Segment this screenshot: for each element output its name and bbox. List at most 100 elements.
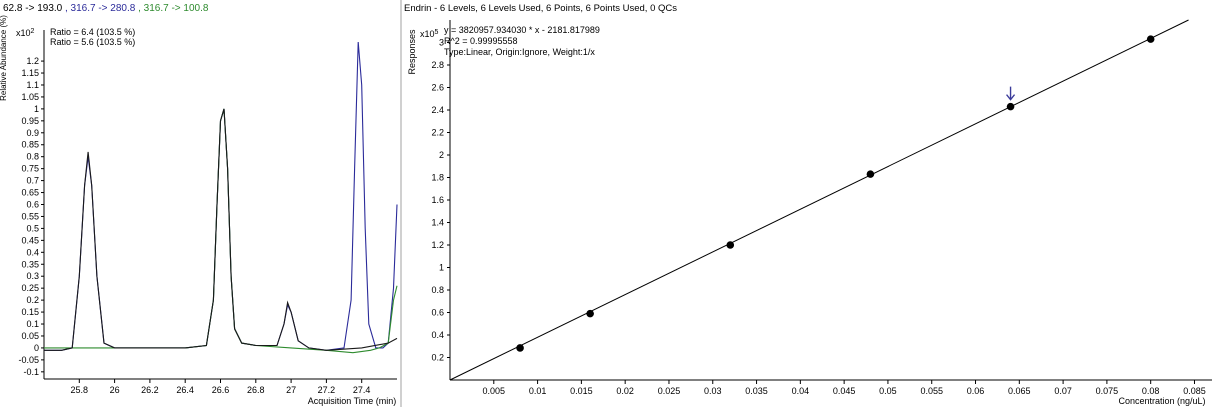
y-tick-label: 2.2 bbox=[431, 128, 444, 138]
calibration-point-6 bbox=[1146, 35, 1155, 43]
calibration-point-3 bbox=[726, 241, 735, 249]
calibration-title: Endrin - 6 Levels, 6 Levels Used, 6 Poin… bbox=[404, 3, 677, 14]
ratio-label-2: Ratio = 5.6 (103.5 %) bbox=[50, 37, 135, 47]
y-tick-label: 0.65 bbox=[21, 188, 39, 198]
y-tick-label: 2 bbox=[439, 150, 444, 160]
x-tick-label: 0.035 bbox=[745, 386, 768, 396]
y-tick-label: 0.85 bbox=[21, 140, 39, 150]
y-tick-label: 1.15 bbox=[21, 68, 39, 78]
y-tick-label: 0.4 bbox=[26, 247, 39, 257]
y-tick-label: 1.05 bbox=[21, 92, 39, 102]
x-tick-label: 0.08 bbox=[1142, 386, 1160, 396]
x-tick-label: 0.02 bbox=[616, 386, 634, 396]
x-tick-label: 0.055 bbox=[920, 386, 943, 396]
fit-line bbox=[449, 19, 1189, 381]
y-tick-label: 0.8 bbox=[431, 285, 444, 295]
calibration-chart: Endrin - 6 Levels, 6 Levels Used, 6 Poin… bbox=[404, 3, 1212, 406]
regression-equation: y = 3820957.934030 * x - 2181.817989 bbox=[444, 25, 600, 35]
chromatogram-traces bbox=[44, 41, 398, 354]
y-tick-label: 3 bbox=[439, 38, 444, 48]
chromatogram-axes: -0.1 -0.05 0 0.05 0.1 0.15 0.2 0.25 0.3 0.35 0.4 0.… bbox=[18, 30, 397, 395]
x-tick-label: 26.2 bbox=[141, 385, 159, 395]
r-squared: R^2 = 0.99995558 bbox=[444, 36, 518, 46]
y-tick-label: 0 bbox=[34, 343, 39, 353]
chromatogram-panel: 62.8 -> 193.0 , 316.7 -> 280.8 , 316.7 -… bbox=[0, 0, 400, 407]
x-tick-label: 26.4 bbox=[176, 385, 194, 395]
y-tick-label: 1.2 bbox=[431, 240, 444, 250]
x-tick-label: 0.03 bbox=[704, 386, 722, 396]
chromatogram-header: 62.8 -> 193.0 , 316.7 -> 280.8 , 316.7 -… bbox=[3, 3, 209, 14]
y-tick-label: 0.2 bbox=[431, 353, 444, 363]
y-tick-label: 0.6 bbox=[26, 200, 39, 210]
y-tick-label: 0.45 bbox=[21, 235, 39, 245]
y-tick-label: 0.35 bbox=[21, 259, 39, 269]
x-tick-label: 27.2 bbox=[318, 385, 336, 395]
y-tick-label: 0.15 bbox=[21, 307, 39, 317]
x-tick-label: 0.005 bbox=[483, 386, 506, 396]
calibration-point-2 bbox=[586, 309, 594, 318]
x-tick-label: 26.8 bbox=[247, 385, 265, 395]
y-tick-label: 2.8 bbox=[431, 60, 444, 70]
trace-3 bbox=[44, 108, 398, 351]
y-tick-label: 1 bbox=[34, 104, 39, 114]
y-tick-label: 1.2 bbox=[26, 56, 39, 66]
panel-splitter[interactable] bbox=[400, 0, 402, 407]
y-tick-label: 2.4 bbox=[431, 105, 444, 115]
x-tick-label: 0.04 bbox=[792, 386, 810, 396]
y-tick-label: 1.1 bbox=[26, 80, 39, 90]
y-tick-label: 0.55 bbox=[21, 211, 39, 221]
y-tick-label: 0.75 bbox=[21, 164, 39, 174]
y-tick-label: 2.6 bbox=[431, 83, 444, 93]
ratio-label-1: Ratio = 6.4 (103.5 %) bbox=[50, 27, 135, 37]
trace-1 bbox=[44, 41, 398, 351]
y-tick-label: 0.3 bbox=[26, 271, 39, 281]
x-tick-label: 0.05 bbox=[879, 386, 897, 396]
x-tick-label: 26 bbox=[110, 385, 120, 395]
y-tick-label: 1.6 bbox=[431, 195, 444, 205]
header-transition-1: 62.8 -> 193.0 bbox=[3, 3, 63, 14]
calibration-points bbox=[516, 35, 1155, 352]
header-transition-3: , 316.7 -> 100.8 bbox=[135, 3, 209, 14]
y-tick-label: 1.4 bbox=[431, 218, 444, 228]
x-tick-label: 27 bbox=[286, 385, 296, 395]
y-tick-label: 1 bbox=[439, 263, 444, 273]
x-tick-label: 25.8 bbox=[71, 385, 89, 395]
y-multiplier: x102 bbox=[16, 28, 35, 38]
trace-2 bbox=[44, 108, 398, 354]
y-tick-label: 0.8 bbox=[26, 152, 39, 162]
x-axis-label: Concentration (ng/uL) bbox=[1118, 396, 1205, 406]
y-multiplier: x105 bbox=[420, 29, 439, 39]
y-tick-label: 0.1 bbox=[26, 319, 39, 329]
y-tick-label: 0.5 bbox=[26, 223, 39, 233]
calibration-point-5 bbox=[1006, 102, 1015, 111]
y-tick-label: 0.6 bbox=[431, 308, 444, 318]
x-tick-label: 0.01 bbox=[529, 386, 547, 396]
y-tick-label: 0.25 bbox=[21, 283, 39, 293]
y-tick-label: 1.8 bbox=[431, 173, 444, 183]
y-axis-label: Relative Abundance (%) bbox=[0, 15, 8, 101]
x-tick-label: 0.025 bbox=[658, 386, 681, 396]
y-tick-label: 0.9 bbox=[26, 128, 39, 138]
calibration-point-1 bbox=[516, 344, 524, 352]
x-tick-label: 0.085 bbox=[1183, 386, 1206, 396]
y-axis-label: Responses bbox=[407, 29, 417, 75]
x-tick-label: 26.6 bbox=[212, 385, 230, 395]
calibration-axes: 0.2 0.4 0.6 0.8 1 1.2 1.4 1.6 1.8 2 2.2 2.4 2.6 2.8 3 0… bbox=[431, 20, 1212, 396]
x-tick-label: 0.06 bbox=[967, 386, 985, 396]
y-tick-label: 0.7 bbox=[26, 176, 39, 186]
x-tick-label: 0.065 bbox=[1008, 386, 1031, 396]
x-tick-label: 0.015 bbox=[570, 386, 593, 396]
x-tick-label: 0.075 bbox=[1096, 386, 1119, 396]
y-tick-label: -0.05 bbox=[18, 355, 39, 365]
x-tick-label: 27.4 bbox=[353, 385, 371, 395]
selected-point-arrow-icon bbox=[1006, 86, 1016, 101]
y-tick-label: 0.4 bbox=[431, 330, 444, 340]
fit-type: Type:Linear, Origin:Ignore, Weight:1/x bbox=[444, 47, 595, 57]
y-tick-label: 0.95 bbox=[21, 116, 39, 126]
y-tick-label: -0.1 bbox=[23, 367, 39, 377]
x-tick-label: 0.045 bbox=[833, 386, 856, 396]
x-tick-label: 0.07 bbox=[1054, 386, 1072, 396]
calibration-panel: Endrin - 6 Levels, 6 Levels Used, 6 Poin… bbox=[402, 0, 1216, 407]
header-transition-2: , 316.7 -> 280.8 bbox=[62, 3, 136, 14]
regression-line bbox=[449, 19, 1189, 381]
